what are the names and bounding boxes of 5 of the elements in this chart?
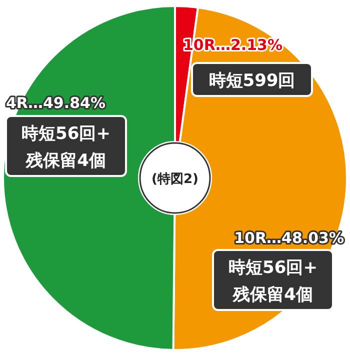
text: 時短56回+ 残保留4個 [228, 258, 318, 305]
text: (特図2) [152, 172, 198, 187]
data-label: …2.13% [215, 36, 282, 54]
text: 時短599回 [208, 71, 296, 91]
text: 時短56回+ 残保留4個 [22, 124, 110, 171]
